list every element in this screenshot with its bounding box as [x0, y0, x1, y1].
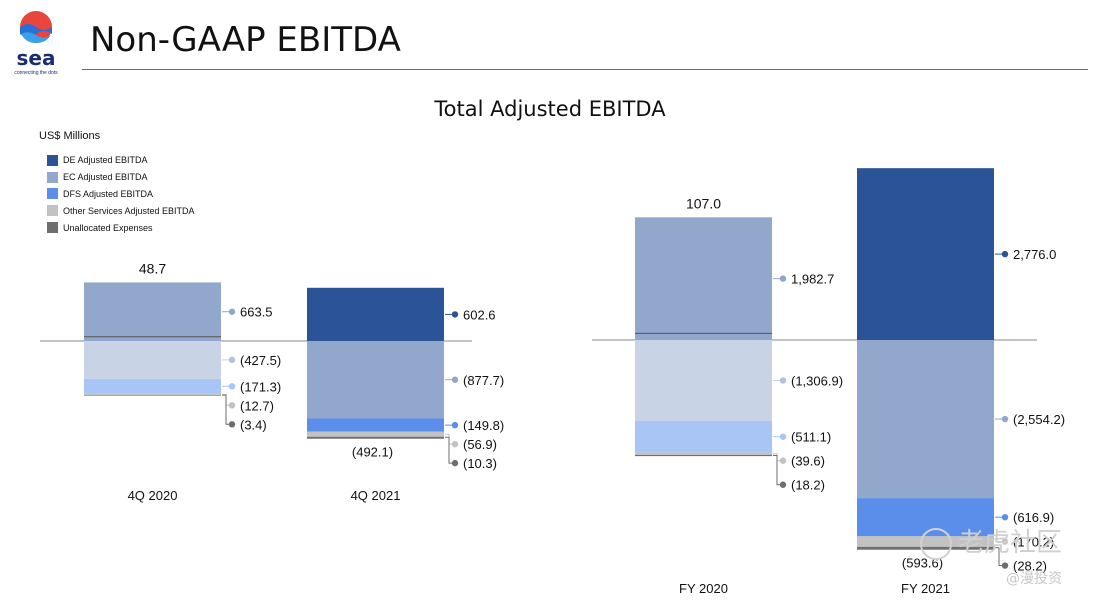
bar-segment	[84, 393, 221, 395]
bar-segment	[857, 340, 994, 499]
bar-segment	[84, 341, 221, 379]
category-label: 4Q 2020	[128, 488, 178, 503]
total-label: 107.0	[686, 195, 721, 211]
chart-title: Total Adjusted EBITDA	[434, 97, 666, 121]
legend-swatch-icon	[47, 154, 58, 166]
category-label: FY 2020	[679, 581, 728, 596]
total-label: (492.1)	[352, 445, 393, 460]
value-label: (171.3)	[240, 379, 281, 394]
callout-dot-icon	[1001, 562, 1009, 569]
value-label: (616.9)	[1013, 510, 1054, 525]
value-label: (3.4)	[240, 417, 267, 432]
callout-dot-icon	[228, 383, 236, 390]
page-title: Non-GAAP EBITDA	[90, 20, 401, 60]
bar-segment	[635, 454, 772, 457]
value-label: 1,982.7	[791, 272, 834, 287]
callout-leader	[995, 547, 1004, 567]
total-label: 48.7	[139, 260, 166, 276]
bar-segment	[307, 431, 444, 437]
company-logo: sea connecting the dots	[10, 10, 66, 78]
callout-dot-icon	[228, 402, 236, 409]
value-label: (511.1)	[791, 430, 831, 445]
logo-mark-icon	[20, 11, 52, 43]
value-label: (10.3)	[463, 456, 497, 471]
callout-dot-icon	[779, 377, 787, 384]
bar-segment	[635, 340, 772, 421]
value-label: (39.6)	[791, 454, 825, 469]
value-label: (1,306.9)	[791, 373, 843, 388]
callout-dot-icon	[1001, 538, 1009, 545]
bar-segment	[84, 282, 221, 341]
callout-dot-icon	[451, 376, 459, 383]
legend-label: Unallocated Expenses	[63, 222, 153, 233]
value-label: (12.7)	[240, 398, 274, 413]
callout-leader	[445, 436, 454, 464]
callout-dot-icon	[451, 421, 459, 429]
value-label: (427.5)	[240, 353, 281, 368]
callout-dot-icon	[451, 459, 459, 467]
bar-segment	[307, 341, 444, 419]
callout-dot-icon	[779, 275, 787, 282]
category-label: FY 2021	[901, 581, 950, 596]
unit-label: US$ Millions	[39, 130, 101, 142]
value-label: 2,776.0	[1013, 247, 1056, 262]
legend-item-unallocated: Unallocated Expenses	[47, 219, 195, 236]
bar-segment	[307, 418, 444, 432]
bar-segment	[635, 420, 772, 453]
callout-dot-icon	[779, 481, 787, 488]
callout-leader	[222, 394, 231, 425]
callout-leader	[773, 455, 782, 486]
legend-item-other: Other Services Adjusted EBITDA	[47, 202, 195, 219]
bar-segment	[84, 378, 221, 394]
bar-segment	[307, 287, 444, 341]
callout-dot-icon	[779, 433, 787, 440]
callout-dot-icon	[228, 421, 236, 428]
value-label: (2,554.2)	[1013, 412, 1065, 427]
legend-item-ec: EC Adjusted EBITDA	[47, 169, 195, 186]
callout-dot-icon	[451, 311, 459, 318]
legend-swatch-icon	[47, 188, 58, 200]
callout-dot-icon	[228, 308, 236, 315]
watermark-text: 老虎社区	[958, 528, 1063, 558]
category-label: 4Q 2021	[351, 488, 401, 503]
bar-segment	[857, 168, 994, 340]
value-label: 663.5	[240, 305, 273, 320]
watermark-logo-icon	[920, 527, 952, 560]
value-label: (18.2)	[791, 478, 825, 493]
legend-swatch-icon	[47, 171, 58, 183]
watermark-handle: @漫投资	[1006, 571, 1062, 587]
legend-label: DFS Adjusted EBITDA	[63, 188, 154, 199]
bar-segment	[84, 394, 221, 396]
legend-swatch-icon	[47, 205, 58, 217]
bar-segment	[857, 498, 994, 537]
callout-dot-icon	[228, 356, 236, 364]
value-label: (877.7)	[463, 373, 504, 388]
callout-dot-icon	[1001, 513, 1009, 521]
value-label: (149.8)	[463, 418, 504, 433]
watermark: 老虎社区	[920, 522, 1062, 560]
callout-dot-icon	[1001, 250, 1009, 258]
value-label: 602.6	[463, 307, 496, 322]
value-label: (170.2)	[1013, 535, 1054, 550]
bar-segment	[635, 452, 772, 455]
title-divider	[82, 69, 1088, 70]
legend-label: DE Adjusted EBITDA	[63, 155, 148, 166]
chart-legend: DE Adjusted EBITDA EC Adjusted EBITDA DF…	[47, 152, 195, 236]
callout-dot-icon	[779, 457, 787, 464]
bar-segment	[635, 217, 772, 340]
legend-swatch-icon	[47, 222, 58, 234]
logo-wordmark: sea	[16, 46, 56, 70]
callout-dot-icon	[451, 440, 459, 448]
logo-tagline: connecting the dots	[14, 70, 58, 76]
value-label: (28.2)	[1013, 559, 1047, 574]
legend-item-de: DE Adjusted EBITDA	[47, 152, 195, 169]
legend-label: EC Adjusted EBITDA	[63, 172, 148, 183]
legend-item-dfs: DFS Adjusted EBITDA	[47, 186, 195, 203]
legend-label: Other Services Adjusted EBITDA	[63, 205, 195, 216]
callout-dot-icon	[1001, 415, 1009, 423]
bar-segment	[307, 436, 444, 438]
value-label: (56.9)	[463, 437, 497, 452]
